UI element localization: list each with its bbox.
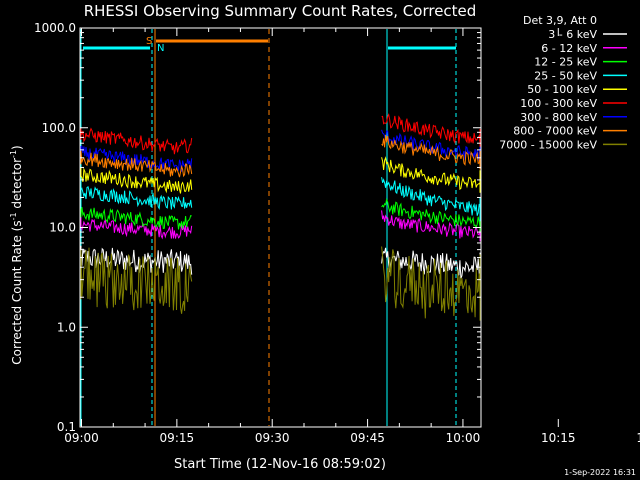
y-tick-label: 1000.0 xyxy=(34,21,76,35)
series-line xyxy=(381,156,481,193)
series-layer xyxy=(80,113,481,321)
legend-title: Det 3,9, Att 0 xyxy=(523,14,597,27)
observing-bars xyxy=(83,39,456,50)
chart-title: RHESSI Observing Summary Count Rates, Co… xyxy=(84,2,477,20)
y-axis-label-end: ) xyxy=(10,145,24,150)
y-tick-label: 100.0 xyxy=(42,121,76,135)
x-tick-label: 09:15 xyxy=(160,431,195,445)
legend-entry-label: 100 - 300 keV xyxy=(520,97,597,110)
series-line xyxy=(80,207,192,230)
series-line xyxy=(381,247,481,280)
saa-label: S xyxy=(146,36,152,47)
y-axis-label-main: Corrected Count Rate (s xyxy=(10,220,24,364)
series-line xyxy=(80,245,193,275)
x-tick-label: 09:45 xyxy=(350,431,385,445)
series-line xyxy=(381,210,481,242)
series-line xyxy=(80,127,193,155)
series-line xyxy=(80,185,193,210)
series-line xyxy=(80,247,193,314)
legend-entry-label: 3 - 6 keV xyxy=(548,28,597,41)
x-tick-label: 10:00 xyxy=(446,431,481,445)
y-axis-label: Corrected Count Rate (s-1 detector-1) xyxy=(9,145,24,364)
x-tick-label: 10:30 xyxy=(636,431,640,445)
x-axis-label: Start Time (12-Nov-16 08:59:02) xyxy=(174,457,386,472)
axes: 0.1 1.0 10.0 100.0 1000.0 09:00 09:15 09:30 09:4… xyxy=(34,21,640,445)
legend-entry-label: 7000 - 15000 keV xyxy=(499,138,597,151)
series-line xyxy=(381,177,481,222)
series-line xyxy=(80,217,193,240)
legend-entry-label: 800 - 7000 keV xyxy=(513,125,597,138)
x-tick-label: 09:00 xyxy=(64,431,99,445)
series-line xyxy=(80,167,193,194)
y-axis-label-mid: detector xyxy=(10,158,24,213)
x-tick-label: 10:15 xyxy=(541,431,576,445)
legend-entry-label: 6 - 12 keV xyxy=(541,42,597,55)
legend-entry-label: 50 - 100 keV xyxy=(527,83,597,96)
series-line xyxy=(80,150,193,178)
series-line xyxy=(381,134,481,170)
legend-entry-label: 12 - 25 keV xyxy=(534,56,597,69)
y-axis-label-sup1: -1 xyxy=(9,212,18,220)
series-line xyxy=(381,113,481,151)
legend-entry-label: 25 - 50 keV xyxy=(534,69,597,82)
y-axis-label-sup2: -1 xyxy=(9,150,18,158)
y-tick-label: 0.1 xyxy=(57,420,76,434)
x-tick-label: 09:30 xyxy=(255,431,290,445)
y-tick-label: 1.0 xyxy=(57,320,76,334)
night-label: N xyxy=(157,43,164,54)
y-tick-label: 10.0 xyxy=(49,221,76,235)
footer-date: 1-Sep-2022 16:31 xyxy=(564,468,636,477)
legend-entry-label: 300 - 800 keV xyxy=(520,111,597,124)
